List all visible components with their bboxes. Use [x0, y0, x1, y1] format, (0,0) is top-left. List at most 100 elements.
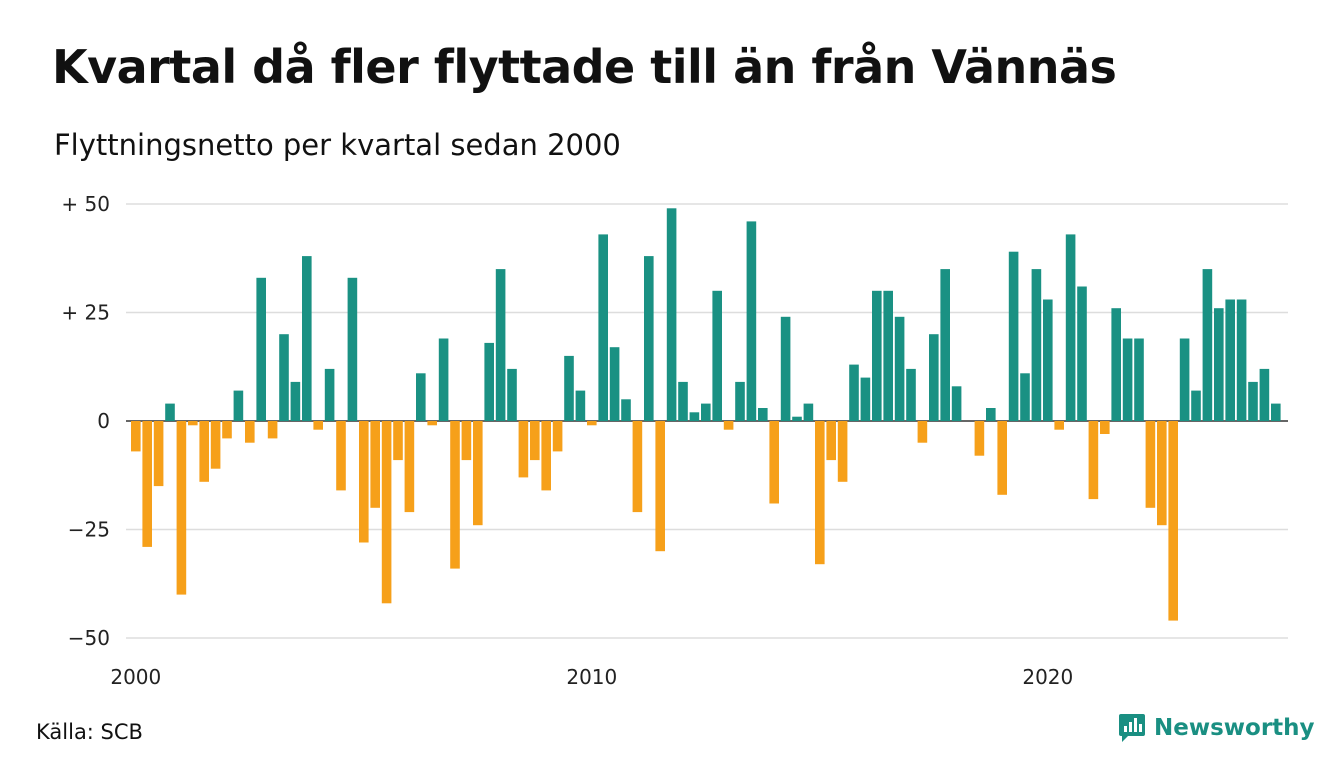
bar	[450, 421, 460, 569]
bar	[815, 421, 825, 565]
bar	[849, 364, 859, 421]
bar	[233, 390, 244, 421]
bar	[974, 421, 985, 456]
bar	[940, 269, 950, 421]
bar	[290, 381, 301, 421]
bar	[1202, 269, 1213, 421]
bar	[153, 421, 164, 487]
bar	[575, 390, 586, 421]
bar	[507, 368, 517, 421]
bar	[1065, 234, 1076, 421]
bar	[1088, 421, 1099, 500]
bar	[438, 338, 449, 421]
bar	[621, 399, 631, 421]
bar	[803, 403, 814, 421]
bar	[1145, 421, 1156, 508]
bar	[735, 381, 745, 421]
bar	[1236, 299, 1247, 421]
bar	[267, 421, 278, 439]
bar	[678, 381, 688, 421]
newsworthy-logo-icon	[1119, 714, 1145, 742]
bar	[1043, 299, 1053, 421]
bar	[245, 421, 255, 443]
bar	[644, 256, 654, 421]
bar	[461, 421, 472, 461]
bar	[393, 421, 403, 461]
bar	[872, 290, 882, 421]
bar	[518, 421, 529, 478]
bar	[1214, 308, 1224, 421]
bar	[165, 403, 175, 421]
bar	[427, 421, 437, 426]
bar	[131, 421, 141, 452]
bar	[769, 421, 779, 504]
bar	[1077, 286, 1087, 421]
bar	[1100, 421, 1110, 434]
bar	[655, 421, 665, 552]
y-axis-ticks: + 50 + 25 0 −25 −50	[61, 192, 110, 650]
bar	[758, 408, 768, 421]
bar	[1225, 299, 1235, 421]
bar	[883, 290, 893, 421]
bar	[701, 403, 711, 421]
bar	[997, 421, 1007, 495]
bar	[552, 421, 563, 452]
bar	[746, 221, 757, 421]
bar	[826, 421, 836, 461]
bar	[1134, 338, 1144, 421]
bars	[131, 208, 1281, 621]
source-note: Källa: SCB	[36, 720, 143, 744]
y-tick-label: + 25	[61, 301, 110, 325]
bar	[530, 421, 540, 461]
bar	[1168, 421, 1178, 621]
bar	[598, 234, 608, 421]
bar	[666, 208, 677, 421]
bar	[370, 421, 380, 508]
bar	[222, 421, 232, 439]
bar	[986, 408, 996, 421]
bar	[256, 277, 266, 421]
bar	[541, 421, 551, 491]
bar	[381, 421, 392, 604]
y-tick-label: −50	[68, 626, 110, 650]
bar	[1122, 338, 1133, 421]
bar	[336, 421, 346, 491]
x-axis-ticks: 2000 2010 2020	[110, 665, 1073, 689]
x-tick-label: 2010	[566, 665, 617, 689]
bar	[1271, 403, 1281, 421]
bar	[1157, 421, 1167, 526]
bar	[359, 421, 369, 543]
bar	[1248, 381, 1258, 421]
bar	[313, 421, 323, 430]
bar	[609, 347, 620, 421]
chart-title: Kvartal då fler flyttade till än från Vä…	[52, 40, 1117, 94]
bar	[142, 421, 152, 547]
bar	[1259, 368, 1270, 421]
bar	[712, 290, 722, 421]
bar	[906, 368, 916, 421]
bar	[495, 269, 506, 421]
bar	[1031, 269, 1042, 421]
bar-chart: + 50 + 25 0 −25 −50 2000 2010 2020	[61, 192, 1288, 689]
bar	[324, 368, 335, 421]
bar	[780, 316, 791, 421]
x-tick-label: 2000	[110, 665, 161, 689]
x-tick-label: 2020	[1022, 665, 1073, 689]
bar	[951, 386, 962, 421]
bar	[347, 277, 358, 421]
brand-name: Newsworthy	[1154, 715, 1315, 741]
bar	[404, 421, 415, 513]
bar	[689, 412, 700, 421]
bar	[473, 421, 483, 526]
y-tick-label: −25	[68, 518, 110, 542]
bar	[587, 421, 597, 426]
bar	[837, 421, 848, 482]
brand-logo[interactable]: Newsworthy	[1118, 713, 1315, 743]
bar	[484, 342, 494, 421]
bar	[894, 316, 905, 421]
bar	[860, 377, 871, 421]
bar	[792, 416, 802, 421]
bar	[929, 334, 939, 421]
bar	[564, 355, 574, 421]
bar	[416, 373, 426, 421]
